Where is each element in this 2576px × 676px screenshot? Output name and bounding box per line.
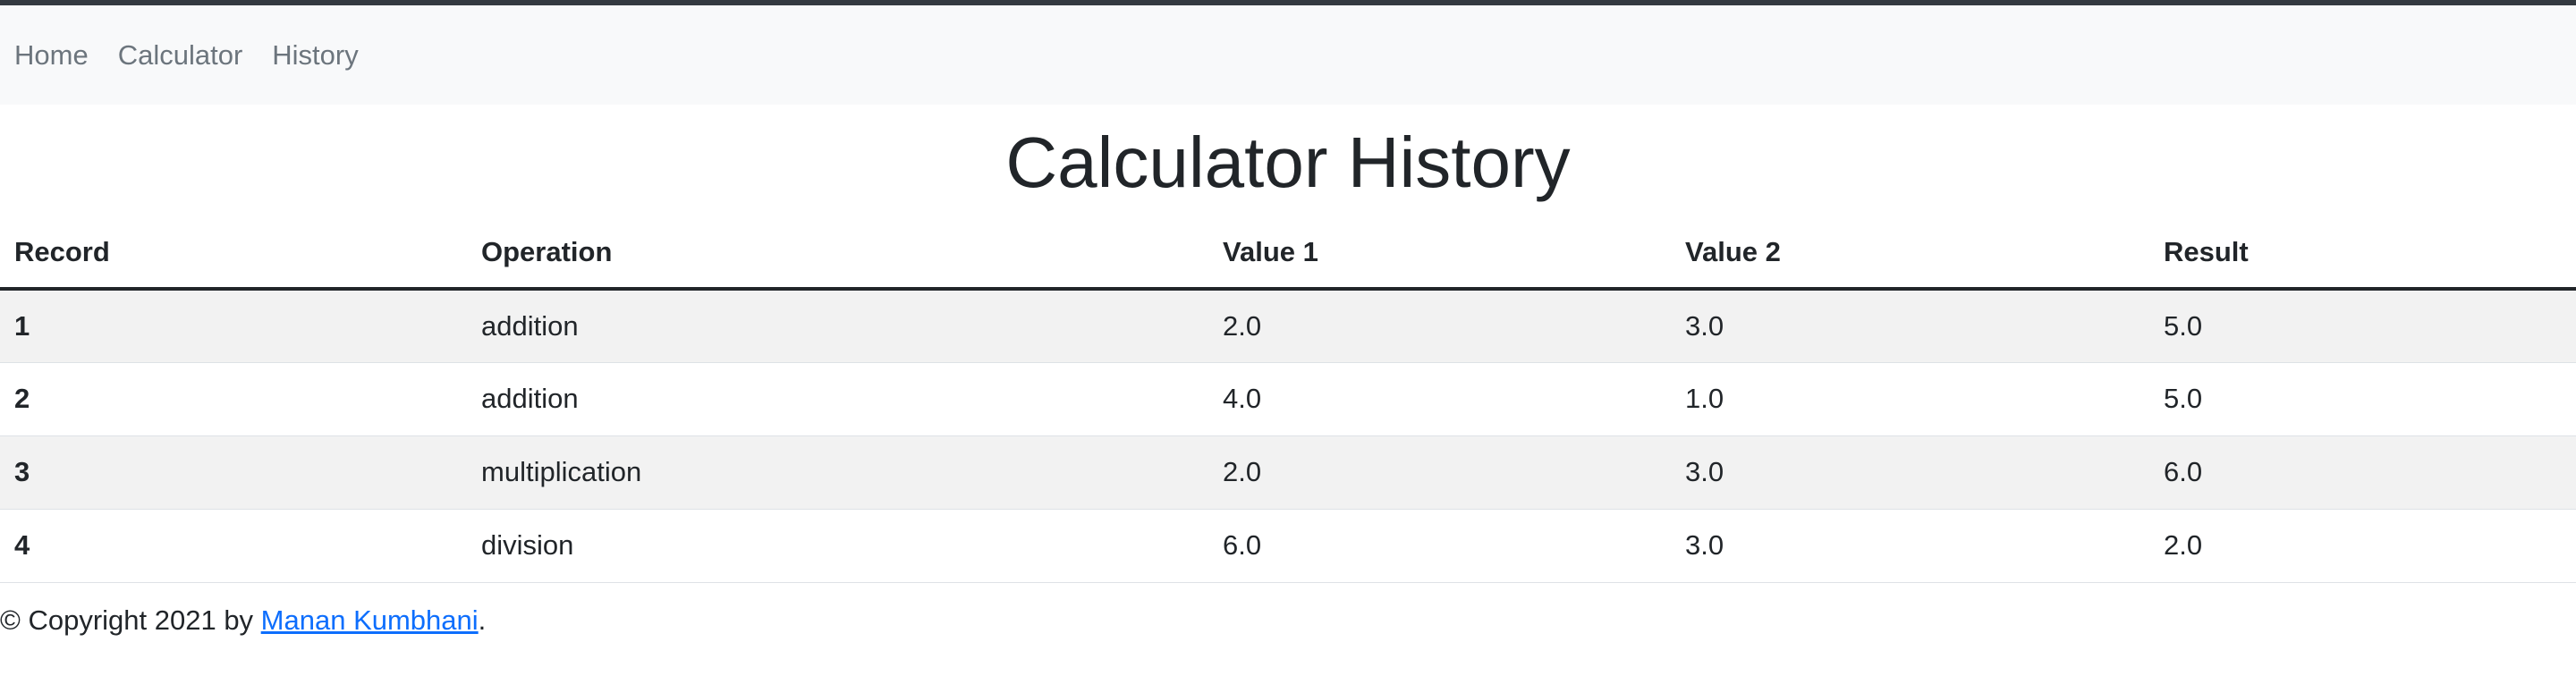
table-row: 2 addition 4.0 1.0 5.0 (0, 362, 2576, 436)
page-title: Calculator History (1005, 123, 1571, 202)
header-operation: Operation (467, 217, 1208, 291)
cell-value-2: 1.0 (1671, 362, 2149, 436)
cell-value-2: 3.0 (1671, 509, 2149, 583)
cell-value-1: 6.0 (1208, 509, 1671, 583)
cell-value-2: 3.0 (1671, 289, 2149, 363)
nav-link-calculator[interactable]: Calculator (117, 38, 243, 71)
cell-operation: addition (467, 362, 1208, 436)
cell-result: 5.0 (2149, 362, 2576, 436)
cell-value-1: 2.0 (1208, 289, 1671, 363)
table-header: Record Operation Value 1 Value 2 Result (0, 217, 2576, 291)
cell-record: 3 (0, 435, 467, 510)
cell-operation: division (467, 509, 1208, 583)
header-row: Record Operation Value 1 Value 2 Result (0, 217, 2576, 291)
cell-record: 1 (0, 289, 467, 363)
table-row: 4 division 6.0 3.0 2.0 (0, 509, 2576, 583)
navbar: Home Calculator History (0, 5, 2576, 105)
cell-record: 4 (0, 509, 467, 583)
header-value-2: Value 2 (1671, 217, 2149, 291)
cell-value-1: 2.0 (1208, 435, 1671, 510)
header-record: Record (0, 217, 467, 291)
table-row: 3 multiplication 2.0 3.0 6.0 (0, 435, 2576, 510)
top-border (0, 0, 2576, 5)
cell-result: 6.0 (2149, 435, 2576, 510)
cell-result: 5.0 (2149, 289, 2576, 363)
cell-result: 2.0 (2149, 509, 2576, 583)
nav-link-history[interactable]: History (272, 38, 359, 71)
cell-operation: multiplication (467, 435, 1208, 510)
footer: © Copyright 2021 by Manan Kumbhani. (0, 583, 2576, 637)
cell-value-1: 4.0 (1208, 362, 1671, 436)
footer-author-link[interactable]: Manan Kumbhani (260, 604, 479, 636)
footer-suffix: . (478, 604, 487, 636)
footer-copyright-text: © Copyright 2021 by (0, 604, 261, 636)
table-body: 1 addition 2.0 3.0 5.0 2 addition 4.0 1.… (0, 289, 2576, 583)
table-row: 1 addition 2.0 3.0 5.0 (0, 289, 2576, 363)
cell-operation: addition (467, 289, 1208, 363)
history-table: Record Operation Value 1 Value 2 Result … (0, 217, 2576, 583)
header-result: Result (2149, 217, 2576, 291)
header-value-1: Value 1 (1208, 217, 1671, 291)
nav-link-home[interactable]: Home (14, 38, 89, 71)
cell-value-2: 3.0 (1671, 435, 2149, 510)
cell-record: 2 (0, 362, 467, 436)
